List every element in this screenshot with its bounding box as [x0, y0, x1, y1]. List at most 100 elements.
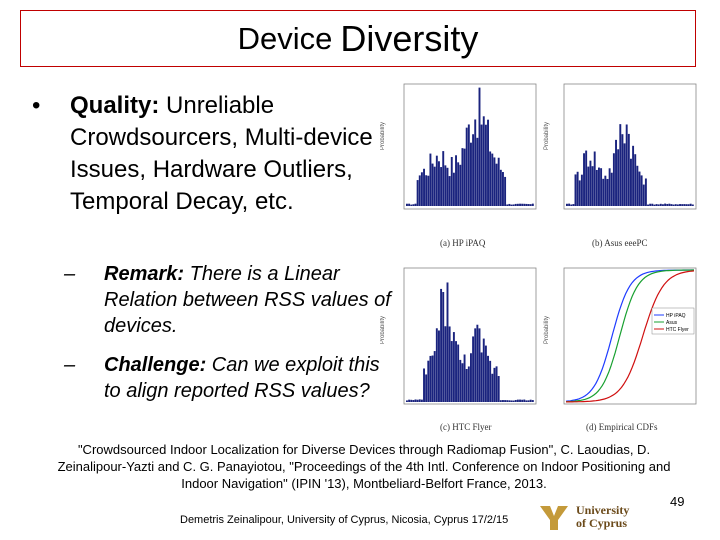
- histogram-bar: [651, 203, 654, 206]
- cdf-legend: [651, 307, 695, 335]
- histogram-bar: [440, 167, 443, 206]
- cdf-line-asus: [565, 269, 694, 403]
- caption-a: (a) HP iPAQ: [440, 238, 486, 248]
- histogram-bar: [574, 174, 577, 206]
- histogram-bar: [423, 168, 425, 206]
- legend-label-2: Asus: [666, 320, 678, 326]
- challenge-text: Challenge: Can we exploit this to align …: [104, 352, 394, 404]
- histogram-bar: [461, 148, 464, 206]
- histogram-bar: [570, 204, 573, 206]
- histogram-bar: [448, 326, 451, 402]
- histogram-bars: [566, 124, 694, 206]
- histogram-bar: [484, 345, 487, 402]
- histogram-bar: [627, 133, 630, 206]
- histogram-bar: [482, 338, 485, 402]
- histogram-bar: [406, 400, 408, 402]
- legend-label-1: HP iPAQ: [666, 313, 686, 319]
- histogram-bar: [408, 203, 411, 206]
- histogram-bar: [487, 119, 489, 206]
- page-number: 49: [670, 494, 685, 509]
- histogram-bar: [583, 153, 585, 206]
- y-axis-label-rotated: Probability: [380, 122, 386, 150]
- histogram-bar: [674, 204, 677, 206]
- cdf-line-htc-flyer: [566, 270, 695, 403]
- histogram-bar: [420, 172, 423, 206]
- histogram-bar: [514, 399, 517, 402]
- histogram-bar: [472, 336, 475, 402]
- histogram-bar: [521, 399, 524, 402]
- histogram-bar: [591, 166, 594, 206]
- histogram-bar: [510, 400, 513, 402]
- histogram-bar: [414, 203, 417, 206]
- histogram-bar: [457, 162, 460, 206]
- histogram-bar: [442, 292, 445, 402]
- histogram-bar: [444, 326, 447, 402]
- histogram-bar: [429, 355, 432, 402]
- histogram-bar: [585, 150, 588, 206]
- histogram-bar: [516, 399, 519, 402]
- histogram-bar: [525, 203, 528, 206]
- caption-c: (c) HTC Flyer: [440, 422, 492, 432]
- histogram-bar: [470, 142, 472, 206]
- histogram-bar: [418, 175, 421, 206]
- histogram-bar: [495, 163, 498, 206]
- challenge-label: Challenge:: [104, 354, 207, 376]
- logo-emblem: [540, 506, 568, 530]
- histogram-bar: [425, 175, 428, 206]
- histogram-bar: [406, 203, 408, 206]
- histogram-bar: [467, 124, 470, 206]
- histogram-bar: [659, 203, 662, 206]
- main-bullet: • Quality: Unreliable Crowdsourcers, Mul…: [30, 90, 390, 218]
- histogram-bar: [465, 369, 468, 402]
- histogram-bar: [672, 204, 675, 206]
- histogram-bar: [410, 204, 413, 206]
- histogram-bar: [455, 155, 457, 206]
- histogram-bar: [519, 399, 521, 402]
- histogram-bar: [459, 359, 462, 402]
- histogram-bar: [508, 400, 511, 402]
- histogram-bar: [602, 178, 605, 206]
- histogram-bar: [452, 332, 455, 402]
- sub-dash: –: [64, 354, 76, 376]
- histogram-bar: [649, 203, 652, 206]
- histogram-bar: [576, 171, 579, 206]
- remark-label: Remark:: [104, 263, 185, 285]
- histogram-bar: [516, 203, 519, 206]
- histogram-bar: [472, 134, 475, 206]
- histogram-bar: [512, 204, 515, 206]
- histogram-bar: [598, 167, 600, 206]
- histogram-bar: [529, 204, 532, 206]
- histogram-htc-flyer: Probability: [380, 267, 537, 405]
- histogram-bar: [527, 204, 530, 206]
- histogram-bar: [433, 166, 436, 206]
- histogram-bar: [610, 172, 613, 206]
- histogram-bar: [600, 168, 603, 206]
- histogram-bar: [476, 137, 479, 206]
- histogram-bar: [625, 124, 628, 206]
- legend-label-3: HTC Flyer: [666, 327, 689, 333]
- histogram-bars: [406, 282, 534, 402]
- histogram-bar: [467, 366, 470, 402]
- histogram-bar: [510, 204, 513, 206]
- histogram-bar: [636, 165, 639, 206]
- university-logo: [540, 506, 568, 530]
- histogram-bar: [531, 203, 534, 206]
- histogram-bar: [644, 178, 647, 206]
- histogram-bar: [523, 399, 526, 402]
- histogram-bar: [668, 203, 671, 206]
- histogram-bar: [587, 166, 590, 206]
- caption-b: (b) Asus eeePC: [592, 238, 648, 248]
- histogram-bar: [617, 149, 620, 206]
- histogram-bar: [416, 180, 419, 206]
- histogram-bar: [580, 174, 583, 206]
- histogram-bar: [410, 399, 413, 402]
- histogram-bar: [634, 154, 637, 206]
- histogram-bar: [427, 360, 430, 402]
- histogram-bar: [493, 367, 496, 402]
- histogram-bar: [491, 373, 494, 402]
- histogram-bar: [425, 374, 428, 402]
- histogram-bar: [474, 119, 477, 206]
- y-axis-label-rotated: Probability: [544, 316, 550, 344]
- histogram-bar: [493, 157, 496, 206]
- histogram-bar: [420, 399, 423, 402]
